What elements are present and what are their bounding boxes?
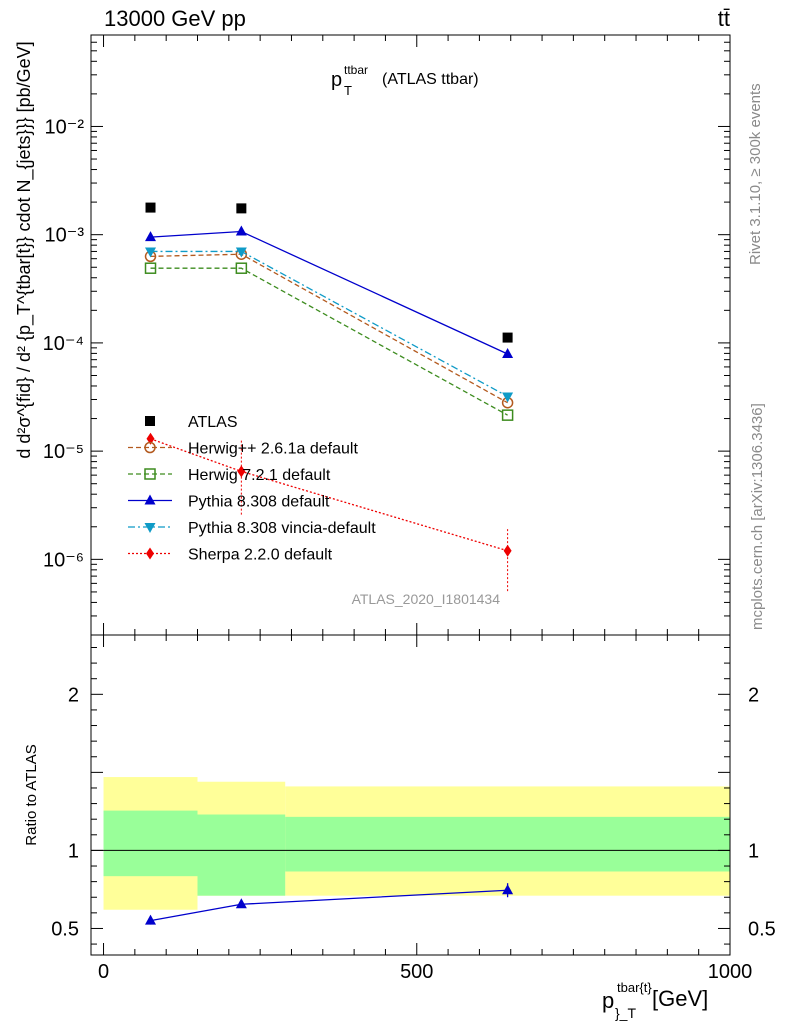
ratio-y-tick-label: 0.5 <box>748 918 776 940</box>
legend-label: Pythia 8.308 default <box>188 494 330 511</box>
main-title-superscript: ttbar <box>344 63 368 77</box>
legend-marker <box>146 547 154 560</box>
header-process-label: tt̄ <box>718 6 730 31</box>
x-axis-label-subscript: }_T <box>615 1005 636 1021</box>
data-point <box>503 544 512 557</box>
legend-label: Sherpa 2.2.0 default <box>188 547 333 564</box>
main-y-axis-label: d d²σ^{fid} / d² {p_T^{tbar[t}} cdot N_{… <box>14 41 35 458</box>
x-axis-label-superscript: tbar{t} <box>617 980 652 995</box>
uncertainty-band-inner <box>103 810 198 877</box>
legend-marker <box>144 494 156 505</box>
main-plot-panel: 10⁻² 10⁻³ 10⁻⁴ 10⁻⁵ 10⁻⁶ p ttbar T (ATLAS tt… <box>14 34 731 636</box>
data-point <box>146 432 155 445</box>
x-tick-label: 1000 <box>708 961 753 983</box>
ratio-plot-frame <box>90 634 731 956</box>
ratio-data-point <box>145 914 157 925</box>
data-point <box>236 203 247 214</box>
data-point <box>145 247 157 258</box>
main-plot-frame <box>90 34 731 636</box>
ratio-axis-ticks: 0.5 0.5 1 1 2 2 0 500 1000 <box>51 635 776 983</box>
main-title-subscript: T <box>344 83 352 98</box>
legend-item-atlas: ATLAS <box>145 414 238 431</box>
data-point <box>235 247 247 258</box>
legend-item-pythia-8-308-vincia-default: Pythia 8.308 vincia-default <box>128 520 376 537</box>
uncertainty-band-inner <box>285 816 730 872</box>
ratio-y-axis-label: Ratio to ATLAS <box>23 744 40 845</box>
data-point <box>501 409 514 421</box>
main-title-text: (ATLAS ttbar) <box>382 71 479 88</box>
x-axis-label-symbol: p <box>602 988 614 1013</box>
y-tick-label: 10⁻² <box>45 116 85 138</box>
series-herwig-7-2-1-default <box>144 262 514 421</box>
x-tick-label: 0 <box>98 961 109 983</box>
y-tick-label: 10⁻⁴ <box>43 333 84 355</box>
legend-item-herwig-2-6-1a-default: Herwig++ 2.6.1a default <box>128 441 358 458</box>
series-line <box>150 250 508 398</box>
ratio-data-point <box>502 884 514 895</box>
data-point <box>502 332 513 343</box>
ratio-plot-panel: 0.5 0.5 1 1 2 2 0 500 1000 Ratio to ATLAS p tbar… <box>23 634 776 1021</box>
ratio-data-point <box>235 898 247 909</box>
mcplots-label: mcplots.cern.ch [arXiv:1306.3436] <box>749 403 766 630</box>
y-tick-label: 10⁻³ <box>45 225 85 247</box>
legend-marker <box>144 523 156 533</box>
ratio-y-tick-label: 2 <box>68 684 79 706</box>
ratio-y-tick-label: 2 <box>748 684 759 706</box>
ratio-plot-content <box>91 777 730 925</box>
data-point <box>237 465 246 478</box>
legend-label: Herwig 7.2.1 default <box>188 467 331 484</box>
series-pythia-8-308-default <box>145 225 514 358</box>
series-pythia-8-308-vincia-default <box>145 247 514 403</box>
legend-marker <box>145 416 155 426</box>
series-line <box>150 267 508 416</box>
legend-label: Herwig++ 2.6.1a default <box>188 441 358 458</box>
data-point <box>235 225 247 236</box>
data-point <box>502 347 514 358</box>
y-tick-label: 10⁻⁶ <box>43 549 84 571</box>
main-title-symbol: p <box>331 69 342 91</box>
legend-item-sherpa-2-2-0-default: Sherpa 2.2.0 default <box>128 547 333 564</box>
main-plot-content <box>144 202 514 592</box>
legend-label: Pythia 8.308 vincia-default <box>188 520 376 537</box>
header-energy-label: 13000 GeV pp <box>104 6 246 31</box>
legend-item-pythia-8-308-default: Pythia 8.308 default <box>128 494 330 511</box>
main-axis-ticks: 10⁻² 10⁻³ 10⁻⁴ 10⁻⁵ 10⁻⁶ <box>43 34 731 636</box>
legend-item-herwig-7-2-1-default: Herwig 7.2.1 default <box>128 467 331 484</box>
legend-marker <box>144 468 156 480</box>
data-point <box>235 262 248 274</box>
legend: ATLAS Herwig++ 2.6.1a default Herwig 7.2.1… <box>128 414 376 564</box>
uncertainty-band-inner <box>197 814 286 896</box>
legend-marker <box>144 441 156 454</box>
series-line <box>150 230 508 355</box>
legend-label: ATLAS <box>188 414 238 431</box>
data-point <box>144 262 157 274</box>
ratio-y-tick-label: 0.5 <box>51 918 79 940</box>
series-herwig-2-6-1a-default <box>144 248 514 409</box>
ratio-y-tick-label: 1 <box>68 840 79 862</box>
x-tick-label: 500 <box>400 961 433 983</box>
y-tick-label: 10⁻⁵ <box>43 441 84 463</box>
ratio-series-pythia-8-308-default <box>145 883 514 925</box>
x-axis-label-unit: [GeV] <box>652 986 708 1011</box>
data-point <box>502 392 514 403</box>
series-sherpa-2-2-0-default <box>146 432 512 592</box>
series-line <box>150 253 508 404</box>
data-point <box>145 231 157 242</box>
data-point <box>145 202 156 213</box>
analysis-watermark: ATLAS_2020_I1801434 <box>352 591 501 607</box>
rivet-version-label: Rivet 3.1.10, ≥ 300k events <box>747 83 764 265</box>
ratio-y-tick-label: 1 <box>748 840 759 862</box>
series-atlas <box>145 202 513 343</box>
